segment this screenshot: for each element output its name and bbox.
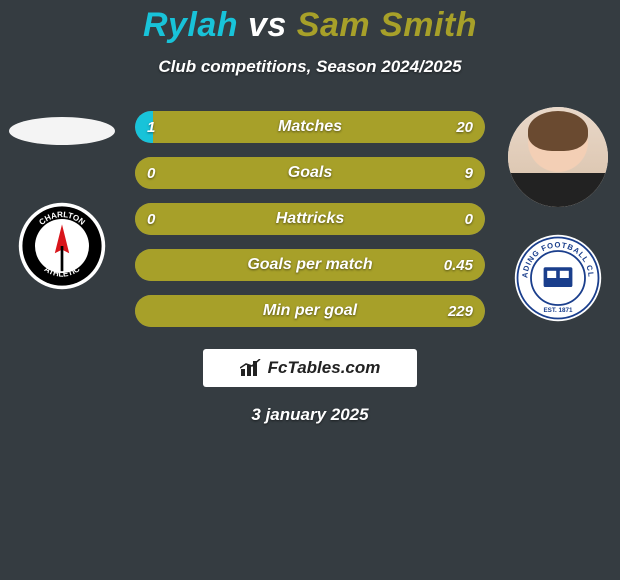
title-player2: Sam Smith <box>297 6 477 44</box>
club-badge-right: READING FOOTBALL CLUB EST. 1871 <box>513 233 603 323</box>
stat-row: Goals per match0.45 <box>135 249 485 281</box>
comparison-card: Rylah vs Sam Smith Club competitions, Se… <box>0 0 620 580</box>
club-badge-left: CHARLTON ATHLETIC <box>17 201 107 291</box>
svg-text:EST. 1871: EST. 1871 <box>543 307 573 314</box>
brand-badge[interactable]: FcTables.com <box>203 349 417 387</box>
bar-chart-icon <box>240 359 262 377</box>
player1-avatar-placeholder <box>9 117 115 145</box>
page-title: Rylah vs Sam Smith <box>0 6 620 45</box>
charlton-badge-icon: CHARLTON ATHLETIC <box>17 201 107 291</box>
date-text: 3 january 2025 <box>0 405 620 425</box>
stat-row: 1Matches20 <box>135 111 485 143</box>
content-row: CHARLTON ATHLETIC 1Matches20 0Goals9 0Hatt… <box>0 107 620 327</box>
reading-badge-icon: READING FOOTBALL CLUB EST. 1871 <box>513 233 603 323</box>
stat-fill-right <box>135 157 485 189</box>
stat-fill-left <box>135 111 153 143</box>
stat-fill-right <box>135 203 485 235</box>
player2-avatar <box>508 107 608 207</box>
stat-fill-right <box>135 295 485 327</box>
title-player1: Rylah <box>143 6 238 44</box>
stat-row: 0Hattricks0 <box>135 203 485 235</box>
stat-row: Min per goal229 <box>135 295 485 327</box>
title-vs: vs <box>248 6 287 44</box>
left-column: CHARLTON ATHLETIC <box>7 107 117 291</box>
stat-fill-right <box>153 111 486 143</box>
stat-row: 0Goals9 <box>135 157 485 189</box>
subtitle: Club competitions, Season 2024/2025 <box>0 57 620 77</box>
player2-face-icon <box>508 107 608 207</box>
right-column: READING FOOTBALL CLUB EST. 1871 <box>503 107 613 323</box>
stats-container: 1Matches20 0Goals9 0Hattricks0 Goals per ma… <box>135 107 485 327</box>
stat-fill-right <box>135 249 485 281</box>
brand-text: FcTables.com <box>268 358 381 378</box>
